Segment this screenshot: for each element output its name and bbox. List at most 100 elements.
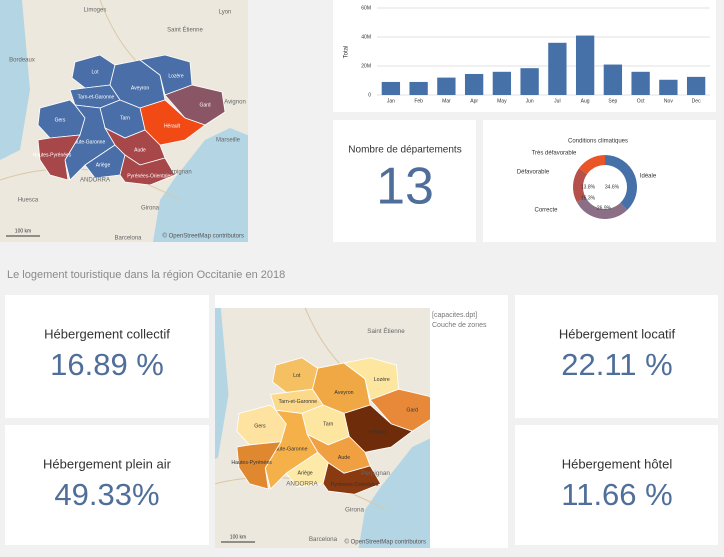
department <box>37 134 81 181</box>
department-label: Aveyron <box>334 390 353 396</box>
scale-label: 100 km <box>15 228 31 234</box>
y-tick-label: 40M <box>361 34 371 40</box>
city-label: ANDORRA <box>286 480 318 487</box>
city-label: Saint Étienne <box>167 27 203 34</box>
department-label: Aude <box>134 147 146 153</box>
department-label: Lozère <box>374 377 390 383</box>
city-label: Barcelona <box>114 236 142 242</box>
bar <box>659 79 678 95</box>
card <box>5 295 209 418</box>
card-value: 16.89 % <box>50 347 164 382</box>
x-tick-label: Jul <box>554 98 560 104</box>
y-tick-label: 60M <box>361 5 371 11</box>
legend-label: Très défavorable <box>532 151 577 157</box>
department-label: Hautes-Pyrénées <box>231 460 272 466</box>
y-tick-label: 0 <box>368 92 371 98</box>
value-label: 16.3% <box>581 195 596 201</box>
department-label: Hautes-Pyrénées <box>33 152 72 158</box>
city-label: Barcelona <box>309 536 338 543</box>
bar <box>492 71 512 95</box>
bar <box>409 81 428 95</box>
section-title: Le logement touristique dans la région O… <box>7 269 285 281</box>
donut-slice <box>573 168 588 203</box>
bar <box>603 64 623 95</box>
bar <box>548 42 567 95</box>
donut-slice <box>579 155 605 175</box>
value-label: 26.9% <box>597 205 612 211</box>
city-label: Lyon <box>219 10 232 16</box>
department-label: Ariège <box>96 162 111 168</box>
x-tick-label: Nov <box>664 98 673 104</box>
card-value: 49.33% <box>54 477 159 512</box>
city-label: Limoges <box>84 8 107 14</box>
x-tick-label: Feb <box>414 98 423 104</box>
department-label: Haute-Garonne <box>71 139 106 145</box>
donut-title: Conditions climatiques <box>568 139 628 145</box>
card-label: Hébergement locatif <box>559 326 676 341</box>
kpi-label: Nombre de départements <box>348 145 461 156</box>
attribution: © OpenStreetMap contributors <box>345 539 426 546</box>
map-legend: Couche de zones <box>432 322 487 329</box>
x-tick-label: Oct <box>637 98 645 104</box>
sea <box>0 0 30 160</box>
map-content: Lot Aveyron Lozère Gard Hérault Tarn-et-Garon… <box>215 308 430 548</box>
map: Lot Aveyron Lozère Gard Hérault Tarn-et-Garon… <box>215 308 430 548</box>
donut-slice <box>605 155 637 211</box>
department-label: Gard <box>406 408 418 414</box>
bar <box>631 71 650 95</box>
sea <box>358 438 430 548</box>
department-label: Gers <box>55 117 66 123</box>
city-label: Perpignan <box>164 170 191 176</box>
legend-label: Correcte <box>534 208 558 214</box>
bar <box>686 76 706 95</box>
card-label: Hébergement collectif <box>44 326 170 341</box>
legend-label: Idéale <box>640 174 657 180</box>
department-label: Tarn <box>323 421 333 427</box>
department-label: Pyrénées-Orientales <box>331 482 379 488</box>
bar <box>437 77 456 95</box>
card <box>5 425 209 545</box>
department-label: Aude <box>338 455 350 461</box>
department-label: Tarn-et-Garonne <box>78 94 115 100</box>
x-tick-label: May <box>497 98 507 104</box>
value-label: 34.6% <box>605 184 620 190</box>
map-legend: [capacites.dpt] <box>432 312 477 319</box>
department <box>236 441 282 490</box>
city-label: Perpignan <box>361 470 390 477</box>
x-tick-label: Mar <box>442 98 451 104</box>
x-tick-label: Aug <box>581 98 590 104</box>
card-value: 11.66 % <box>561 477 672 512</box>
card <box>515 295 718 418</box>
city-label: Saint Étienne <box>367 326 405 335</box>
x-tick-label: Sep <box>608 98 617 104</box>
x-tick-label: Jan <box>387 98 395 104</box>
department-label: Tarn-et-Garonne <box>279 399 318 405</box>
sea <box>153 128 248 242</box>
bar <box>381 81 401 95</box>
city-label: Huesca <box>18 198 39 204</box>
department-label: Hérault <box>164 123 181 129</box>
kpi-panel <box>333 120 476 242</box>
city-label: ANDORRA <box>80 178 110 184</box>
legend-label: Défavorable <box>517 170 550 176</box>
axis-title: Total <box>344 46 350 59</box>
map-content: Lot Aveyron Lozère Gard Hérault Tarn-et-Garon… <box>0 0 248 242</box>
card-label: Hébergement plein air <box>43 456 172 471</box>
department-label: Lot <box>92 69 100 75</box>
department-label: Tarn <box>120 115 130 121</box>
bar <box>575 35 595 95</box>
scale-label: 100 km <box>230 534 246 540</box>
department-label: Pyrénées-Orientales <box>127 173 173 179</box>
department-label: Hérault <box>369 430 386 436</box>
department-label: Haute-Garonne <box>271 446 307 452</box>
value-label: 13.8% <box>581 184 596 190</box>
x-tick-label: Dec <box>692 98 701 104</box>
donut-panel <box>483 120 716 242</box>
sea <box>215 308 229 459</box>
department-label: Ariège <box>298 471 313 477</box>
attribution: © OpenStreetMap contributors <box>163 233 244 240</box>
map: Lot Aveyron Lozère Gard Hérault Tarn-et-Garon… <box>0 0 248 242</box>
kpi-value: 13 <box>376 158 434 216</box>
department <box>322 462 382 495</box>
